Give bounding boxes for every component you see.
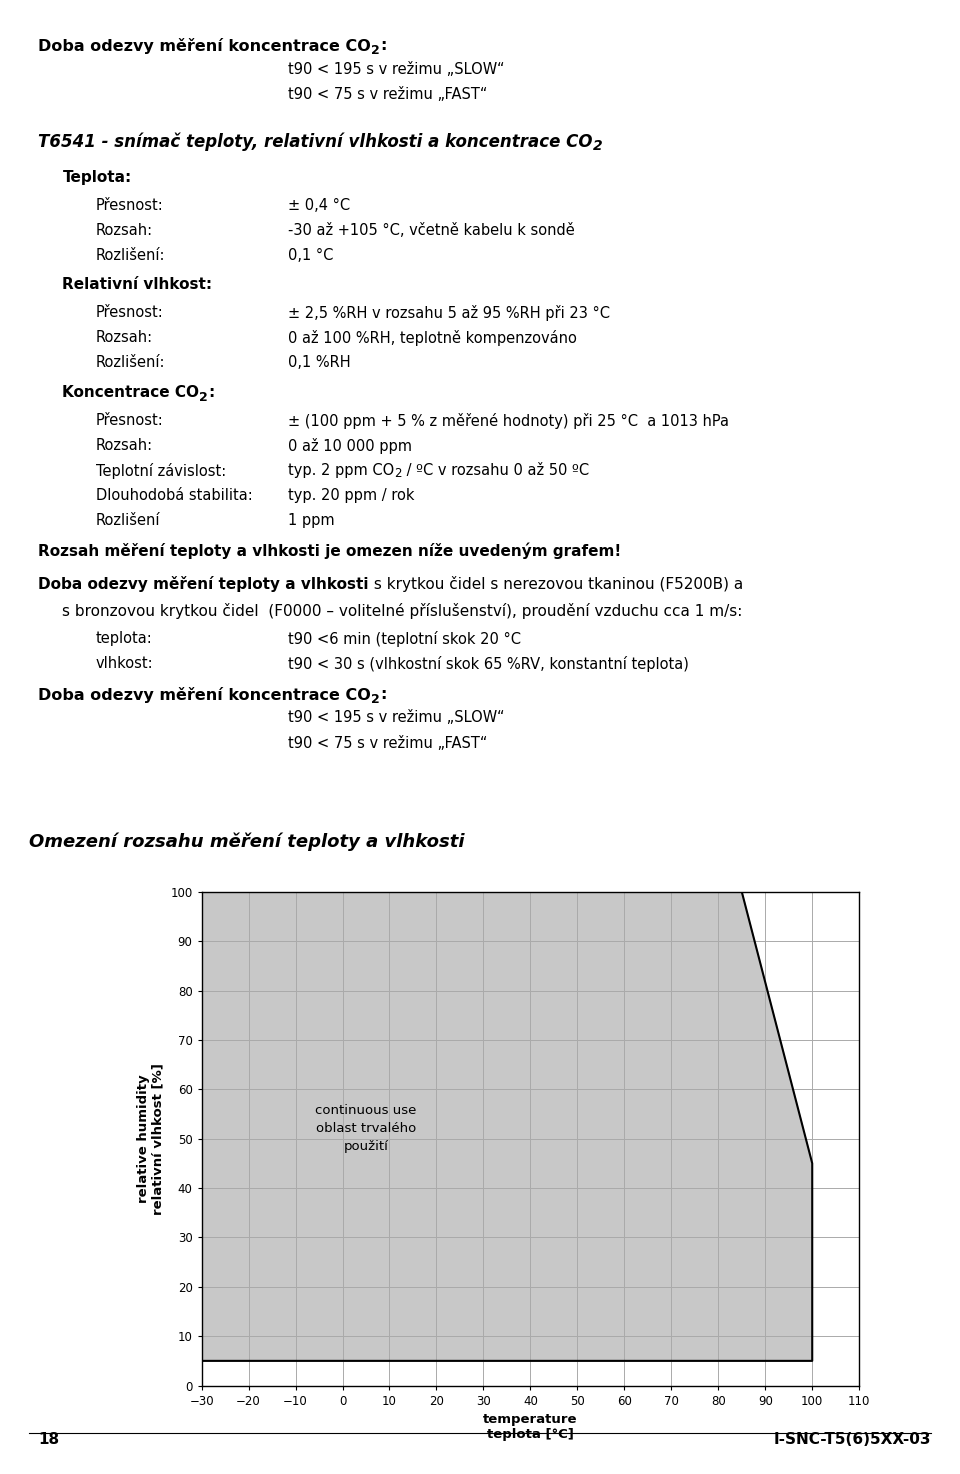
- Text: 2: 2: [200, 391, 208, 404]
- Text: 18: 18: [38, 1433, 60, 1447]
- Text: -30 až +105 °C, včetně kabelu k sondě: -30 až +105 °C, včetně kabelu k sondě: [288, 223, 575, 237]
- Text: 1 ppm: 1 ppm: [288, 513, 335, 528]
- Text: t90 <6 min (teplotní skok 20 °C: t90 <6 min (teplotní skok 20 °C: [288, 631, 521, 647]
- Text: Rozsah:: Rozsah:: [96, 330, 154, 345]
- Text: Přesnost:: Přesnost:: [96, 198, 164, 212]
- Text: T6541 - snímač teploty, relativní vlhkosti a koncentrace CO: T6541 - snímač teploty, relativní vlhkos…: [38, 133, 593, 152]
- Text: :: :: [380, 38, 386, 53]
- Text: ± (100 ppm + 5 % z měřené hodnoty) při 25 °C  a 1013 hPa: ± (100 ppm + 5 % z měřené hodnoty) při 2…: [288, 413, 729, 429]
- Text: Doba odezvy měření teploty a vlhkosti: Doba odezvy měření teploty a vlhkosti: [38, 576, 369, 593]
- Text: Relativní vlhkost:: Relativní vlhkost:: [62, 277, 212, 292]
- Text: Rozsah měření teploty a vlhkosti je omezen níže uvedeným grafem!: Rozsah měření teploty a vlhkosti je omez…: [38, 542, 622, 559]
- Text: Doba odezvy měření koncentrace CO: Doba odezvy měření koncentrace CO: [38, 687, 372, 703]
- Text: t90 < 195 s v režimu „SLOW“: t90 < 195 s v režimu „SLOW“: [288, 710, 505, 725]
- Text: t90 < 195 s v režimu „SLOW“: t90 < 195 s v režimu „SLOW“: [288, 62, 505, 77]
- X-axis label: temperature
teplota [°C]: temperature teplota [°C]: [483, 1414, 578, 1442]
- Text: Rozlišení:: Rozlišení:: [96, 355, 165, 370]
- Text: s bronzovou krytkou čidel  (F0000 – volitelné příslušenství), proudění vzduchu c: s bronzovou krytkou čidel (F0000 – volit…: [62, 603, 743, 619]
- Text: ± 0,4 °C: ± 0,4 °C: [288, 198, 350, 212]
- Text: / ºC v rozsahu 0 až 50 ºC: / ºC v rozsahu 0 až 50 ºC: [401, 463, 588, 478]
- Text: vlhkost:: vlhkost:: [96, 656, 154, 671]
- Text: Dlouhodobá stabilita:: Dlouhodobá stabilita:: [96, 488, 252, 503]
- Text: Rozsah:: Rozsah:: [96, 438, 154, 453]
- Text: typ. 2 ppm CO: typ. 2 ppm CO: [288, 463, 395, 478]
- Text: t90 < 75 s v režimu „FAST“: t90 < 75 s v režimu „FAST“: [288, 736, 488, 750]
- Text: 0,1 °C: 0,1 °C: [288, 248, 333, 262]
- Text: teplota:: teplota:: [96, 631, 153, 646]
- Text: :: :: [208, 385, 214, 399]
- Text: continuous use
oblast trvalého
použití: continuous use oblast trvalého použití: [315, 1104, 417, 1153]
- Text: Teplota:: Teplota:: [62, 170, 132, 184]
- Text: 0,1 %RH: 0,1 %RH: [288, 355, 350, 370]
- Text: 2: 2: [372, 693, 380, 706]
- Text: 2: 2: [593, 139, 603, 152]
- Text: s krytkou čidel s nerezovou tkaninou (F5200B) a: s krytkou čidel s nerezovou tkaninou (F5…: [369, 576, 743, 593]
- Text: 2: 2: [372, 44, 380, 57]
- Text: 0 až 10 000 ppm: 0 až 10 000 ppm: [288, 438, 412, 454]
- Y-axis label: relative humidity
relativní vlhkost [%]: relative humidity relativní vlhkost [%]: [136, 1063, 165, 1215]
- Text: Teplotní závislost:: Teplotní závislost:: [96, 463, 227, 479]
- Text: t90 < 75 s v režimu „FAST“: t90 < 75 s v režimu „FAST“: [288, 87, 488, 102]
- Text: Přesnost:: Přesnost:: [96, 305, 164, 320]
- Text: :: :: [380, 687, 386, 702]
- Text: Koncentrace CO: Koncentrace CO: [62, 385, 200, 399]
- Text: Rozlišení:: Rozlišení:: [96, 248, 165, 262]
- Text: typ. 20 ppm / rok: typ. 20 ppm / rok: [288, 488, 415, 503]
- Text: 0 až 100 %RH, teplotně kompenzováno: 0 až 100 %RH, teplotně kompenzováno: [288, 330, 577, 346]
- Text: Rozlišení: Rozlišení: [96, 513, 160, 528]
- Text: I-SNC-T5(6)5XX-03: I-SNC-T5(6)5XX-03: [774, 1433, 931, 1447]
- Text: Doba odezvy měření koncentrace CO: Doba odezvy měření koncentrace CO: [38, 38, 372, 55]
- Text: Rozsah:: Rozsah:: [96, 223, 154, 237]
- Text: Omezení rozsahu měření teploty a vlhkosti: Omezení rozsahu měření teploty a vlhkost…: [29, 833, 465, 852]
- Text: Přesnost:: Přesnost:: [96, 413, 164, 427]
- Text: ± 2,5 %RH v rozsahu 5 až 95 %RH při 23 °C: ± 2,5 %RH v rozsahu 5 až 95 %RH při 23 °…: [288, 305, 610, 321]
- Text: t90 < 30 s (vlhkostní skok 65 %RV, konstantní teplota): t90 < 30 s (vlhkostní skok 65 %RV, konst…: [288, 656, 689, 672]
- Polygon shape: [202, 892, 812, 1361]
- Text: 2: 2: [395, 467, 401, 481]
